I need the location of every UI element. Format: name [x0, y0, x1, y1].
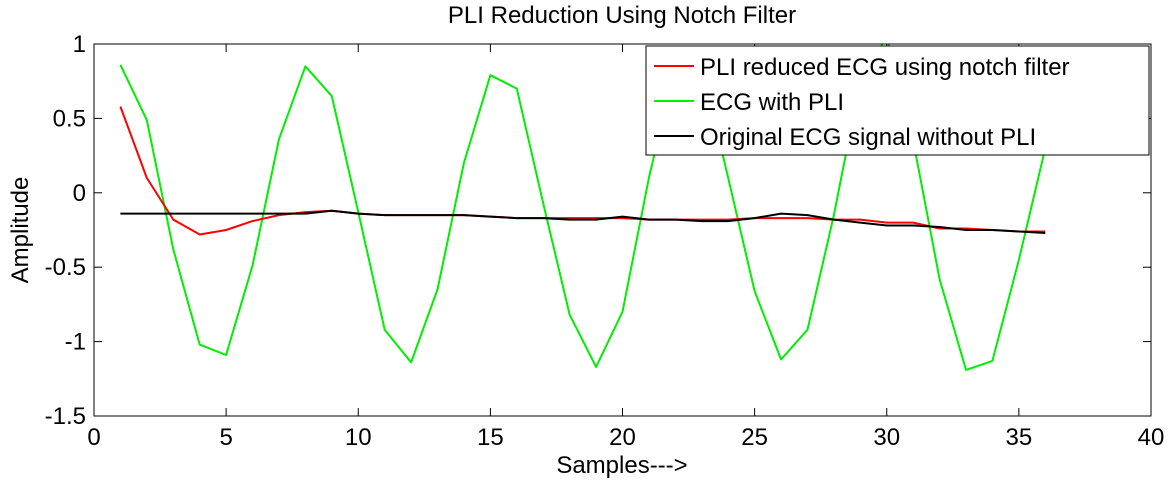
series-line-2 [120, 209, 1046, 234]
x-tick-label: 0 [87, 424, 100, 451]
y-tick-label: -1 [65, 329, 86, 356]
y-tick-label: -1.5 [45, 403, 86, 430]
x-axis-title: Samples---> [556, 452, 687, 479]
y-tick-label: 1 [73, 31, 86, 58]
series-line-0 [119, 106, 1046, 236]
legend-label-notch-filtered: PLI reduced ECG using notch filter [700, 54, 1070, 81]
x-tick-label: 10 [345, 424, 372, 451]
x-tick-label: 5 [219, 424, 232, 451]
legend: PLI reduced ECG using notch filter ECG w… [645, 45, 1150, 156]
legend-label-original-ecg: Original ECG signal without PLI [700, 124, 1036, 151]
legend-label-ecg-with-pli: ECG with PLI [700, 89, 844, 116]
x-tick-label: 15 [477, 424, 504, 451]
x-tick-label: 20 [609, 424, 636, 451]
y-axis-title: Amplitude [7, 177, 34, 284]
y-tick-label: -0.5 [45, 254, 86, 281]
y-tick-label: 0 [73, 180, 86, 207]
legend-box [645, 45, 1150, 156]
x-tick-label: 25 [741, 424, 768, 451]
x-tick-label: 40 [1138, 424, 1165, 451]
chart-title: PLI Reduction Using Notch Filter [448, 2, 796, 29]
x-tick-label: 30 [873, 424, 900, 451]
x-tick-label: 35 [1006, 424, 1033, 451]
y-tick-label: 0.5 [53, 105, 86, 132]
y-axis: 1 0.5 0 -0.5 -1 -1.5 [45, 31, 1151, 430]
x-axis: 0 5 10 15 20 25 30 35 40 [87, 44, 1164, 451]
